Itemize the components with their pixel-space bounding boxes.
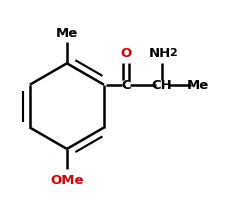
Text: C: C — [121, 79, 131, 92]
Text: 2: 2 — [169, 48, 177, 58]
Text: NH: NH — [149, 47, 171, 60]
Text: Me: Me — [56, 27, 78, 39]
Text: O: O — [120, 47, 132, 60]
Text: CH: CH — [152, 79, 172, 92]
Text: Me: Me — [187, 79, 209, 92]
Text: OMe: OMe — [50, 173, 84, 186]
